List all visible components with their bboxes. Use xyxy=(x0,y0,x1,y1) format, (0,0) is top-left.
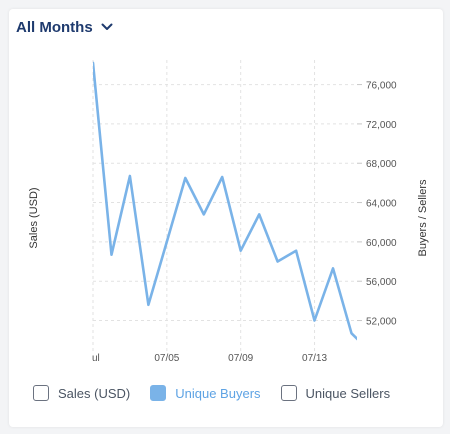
legend-checkbox-unique-buyers[interactable] xyxy=(150,385,167,401)
period-label: All Months xyxy=(16,18,93,36)
legend-checkbox-sales[interactable] xyxy=(33,385,49,401)
legend-item-unique-sellers[interactable]: Unique Sellers xyxy=(280,385,391,401)
chart-card xyxy=(9,9,443,427)
period-dropdown[interactable]: All Months xyxy=(16,16,113,38)
legend-item-unique-buyers[interactable]: Unique Buyers xyxy=(150,385,261,401)
chevron-down-icon xyxy=(101,23,113,31)
legend-label-unique-buyers: Unique Buyers xyxy=(175,385,261,401)
legend-item-sales[interactable]: Sales (USD) xyxy=(33,385,130,401)
legend-checkbox-unique-sellers[interactable] xyxy=(280,385,297,401)
legend-label-sales: Sales (USD) xyxy=(58,385,131,401)
legend: Sales (USD) Unique Buyers Unique Sellers xyxy=(33,385,390,401)
legend-label-unique-sellers: Unique Sellers xyxy=(305,385,391,401)
